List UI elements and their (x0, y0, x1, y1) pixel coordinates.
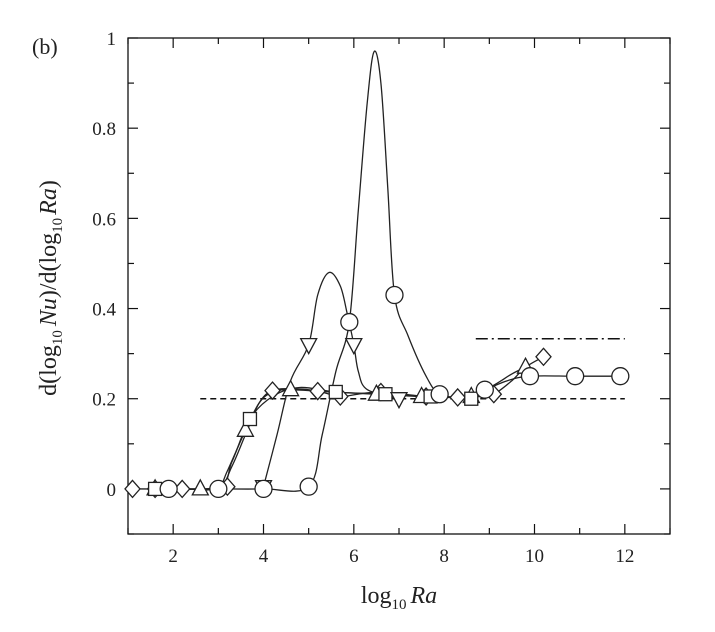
y-tick-label: 0.2 (92, 390, 116, 411)
diamond-marker (124, 479, 141, 499)
x-tick-label: 12 (615, 546, 634, 567)
diamond-marker (264, 381, 281, 401)
x-tick-label: 6 (349, 546, 359, 567)
circle-marker (520, 367, 540, 386)
circle-marker (566, 367, 585, 386)
square-marker (464, 391, 479, 406)
series-markers (124, 285, 630, 499)
circle-marker (299, 477, 318, 496)
y-tick-label: 0.6 (92, 209, 116, 230)
x-tick-label: 8 (439, 546, 449, 567)
y-tick-label: 1 (107, 29, 117, 50)
diamond-marker (309, 381, 327, 401)
y-tick-label: 0 (107, 480, 117, 501)
diamond-marker (535, 347, 552, 367)
circle-marker (611, 367, 630, 386)
plot-frame (127, 37, 671, 535)
circle-marker (254, 479, 273, 499)
triangle-up-marker (236, 419, 255, 437)
square-marker (378, 387, 393, 402)
triangle-up-marker (191, 478, 210, 496)
circle-series-curve (168, 50, 621, 492)
x-tick-label: 4 (259, 546, 269, 567)
square-marker (242, 411, 258, 427)
y-axis-title: d(log10Nu)/d(log10Ra) (36, 180, 66, 396)
triangle-down-series-curve (262, 271, 400, 487)
circle-marker (159, 479, 178, 499)
y-tick-label: 0.8 (92, 119, 116, 140)
circle-marker (475, 380, 494, 399)
axis-ticks (127, 37, 671, 535)
circle-marker (340, 312, 359, 332)
diamond-marker (449, 387, 467, 407)
x-tick-label: 10 (525, 546, 544, 567)
triangle-down-marker (299, 337, 318, 355)
series-curves (132, 50, 621, 492)
circle-marker (430, 385, 449, 404)
y-tick-label: 0.4 (92, 300, 116, 321)
triangle-down-marker (389, 392, 409, 410)
x-axis-title: log10 Ra (361, 583, 437, 613)
triangle-down-marker (344, 337, 363, 355)
diamond-series-curve (132, 356, 544, 491)
x-tick-label: 2 (168, 546, 178, 567)
circle-marker (209, 479, 228, 499)
square-marker (328, 384, 343, 400)
tick-labels: 2 4 6 8 10 12 0 0.2 0.4 0.6 0.8 1 (92, 29, 634, 567)
panel-label: (b) (32, 34, 58, 59)
circle-marker (385, 285, 404, 305)
triangle-up-marker (281, 379, 300, 397)
reference-lines (200, 338, 625, 400)
